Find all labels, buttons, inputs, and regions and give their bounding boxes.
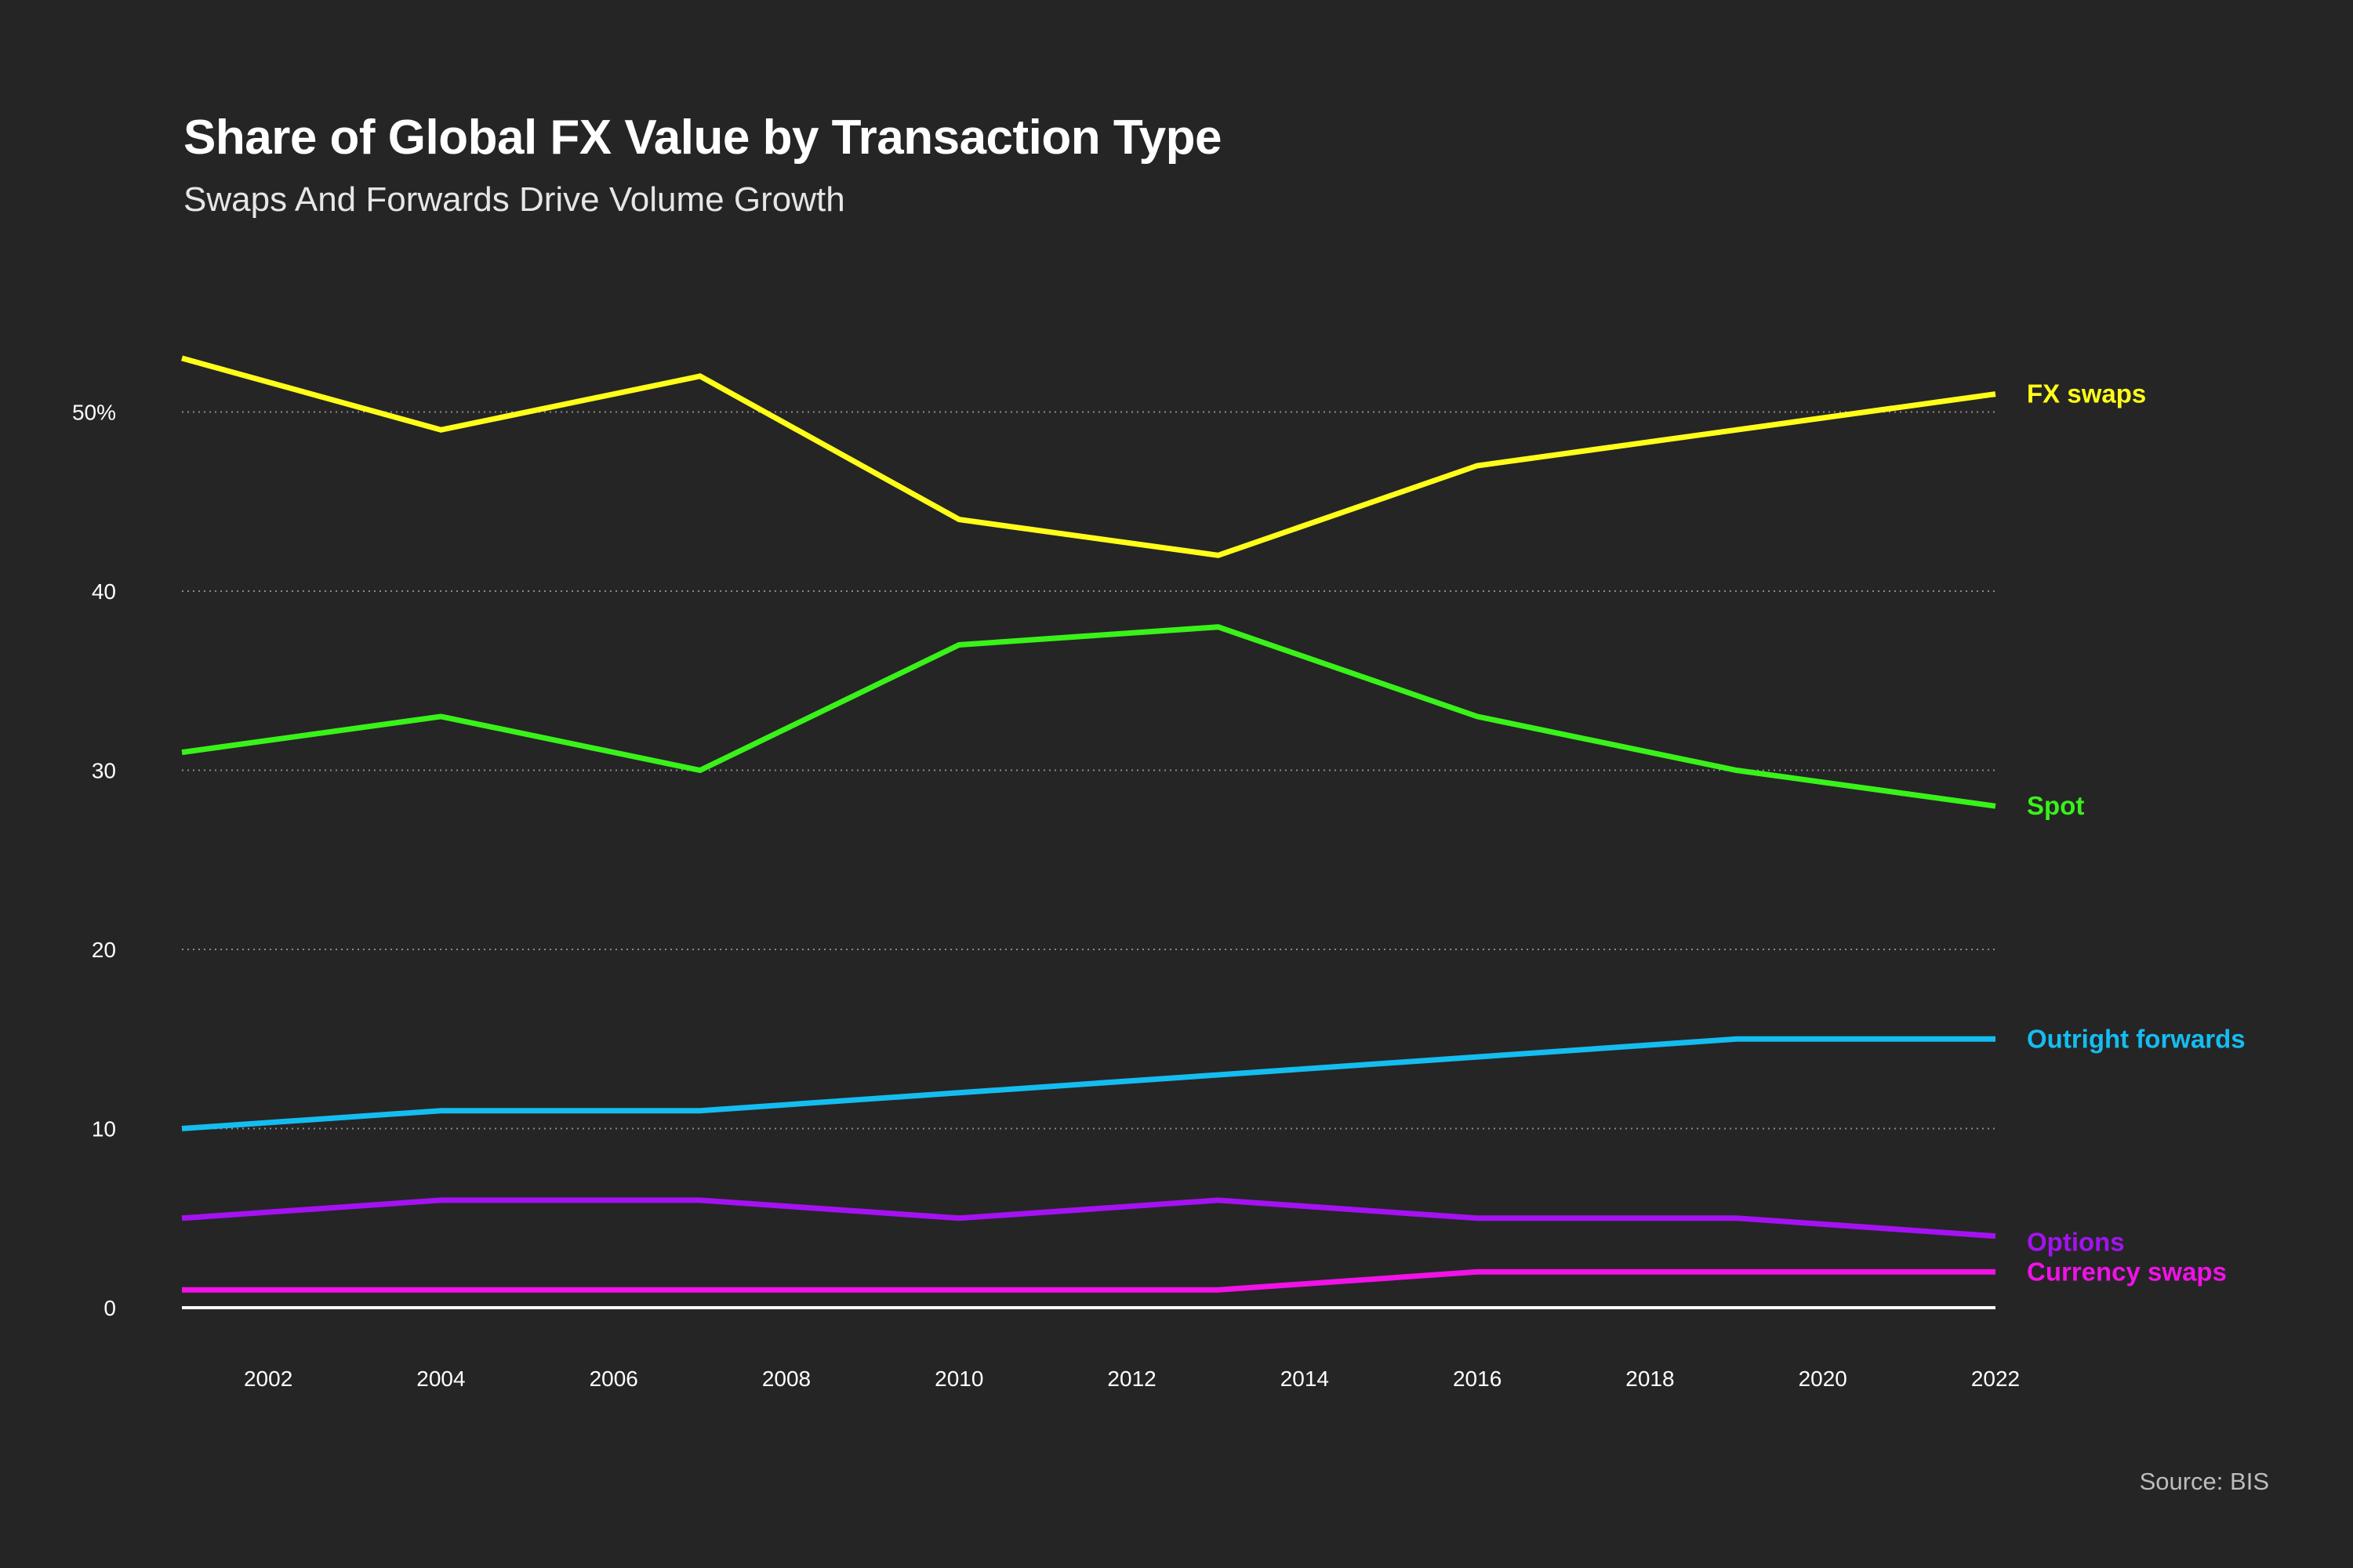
y-tick-label: 30 (92, 759, 116, 783)
x-tick-label: 2014 (1280, 1367, 1329, 1391)
x-tick-label: 2012 (1107, 1367, 1156, 1391)
chart-title: Share of Global FX Value by Transaction … (183, 111, 1222, 165)
y-tick-label: 50% (72, 401, 116, 425)
series-lines (181, 355, 1996, 1293)
y-tick-label: 20 (92, 938, 116, 962)
series-label-spot: Spot (2027, 791, 2084, 820)
chart-subtitle: Swaps And Forwards Drive Volume Growth (183, 180, 845, 219)
source-note: Source: BIS (2139, 1468, 2269, 1495)
gridlines (182, 411, 1995, 1130)
series-label-options: Options (2027, 1228, 2125, 1257)
y-tick-label: 10 (92, 1117, 116, 1142)
y-tick-label: 40 (92, 579, 116, 604)
x-tick-label: 2004 (416, 1367, 465, 1391)
series-label-currency-swaps: Currency swaps (2027, 1257, 2227, 1286)
series-labels: FX swaps Spot Outright forwards OptionsCurr… (2027, 379, 2246, 1287)
series-line-outright-forwards (181, 1036, 1995, 1131)
x-tick-label: 2010 (935, 1367, 983, 1391)
y-axis: 0 10 20 30 40 50% (72, 401, 116, 1321)
series-label-outright-forwards: Outright forwards (2027, 1024, 2246, 1053)
x-tick-label: 2022 (1971, 1367, 2020, 1391)
series-line-options (181, 1197, 1996, 1240)
x-tick-label: 2002 (244, 1367, 292, 1391)
x-tick-label: 2020 (1799, 1367, 1847, 1391)
series-label-fx-swaps: FX swaps (2027, 379, 2146, 408)
x-tick-label: 2006 (590, 1367, 638, 1391)
series-line-currency-swaps (182, 1269, 1995, 1293)
x-tick-label: 2018 (1625, 1367, 1674, 1391)
series-line-spot (181, 624, 1996, 809)
x-tick-label: 2008 (762, 1367, 811, 1391)
x-axis: 2002 2004 2006 2008 2010 2012 2014 2016 2018 2020… (182, 1306, 2020, 1391)
x-tick-label: 2016 (1453, 1367, 1501, 1391)
y-tick-label: 0 (103, 1296, 116, 1320)
series-line-fx-swaps (181, 355, 1996, 558)
